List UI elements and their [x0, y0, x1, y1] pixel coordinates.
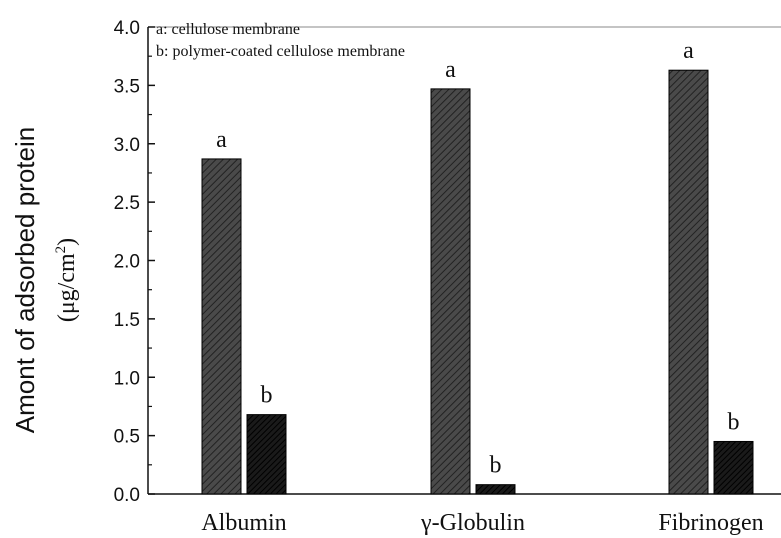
y-tick-label: 1.0 — [114, 368, 140, 389]
bar-label-a: a — [445, 57, 456, 83]
bar-a-2 — [668, 69, 709, 495]
bar-label-b: b — [490, 453, 502, 479]
legend-entry-a: a: cellulose membrane — [156, 21, 300, 38]
bar-a-1 — [430, 88, 471, 495]
bar-label-b: b — [728, 409, 740, 435]
y-tick-label: 2.0 — [114, 252, 140, 273]
y-tick-label: 4.0 — [114, 18, 140, 39]
bar-label-a: a — [683, 38, 694, 64]
bar-b-1 — [475, 484, 516, 495]
bar-a-0 — [201, 158, 242, 495]
legend: a: cellulose membrane b: polymer-coated … — [156, 21, 405, 60]
y-tick-label: 0.0 — [114, 485, 140, 506]
y-tick-label: 0.5 — [114, 427, 140, 448]
y-axis-unit-text: (μg/cm — [54, 253, 80, 322]
bar-b-0 — [246, 414, 287, 495]
bar-label-a: a — [216, 127, 227, 153]
legend-entry-b: b: polymer-coated cellulose membrane — [156, 43, 405, 60]
y-axis-title: Amont of adsorbed protein — [10, 127, 40, 433]
x-category-label: Fibrinogen — [658, 510, 763, 536]
y-tick-label: 3.5 — [114, 76, 140, 97]
y-tick-label: 2.5 — [114, 193, 140, 214]
y-axis-unit-superscript: 2 — [53, 246, 69, 254]
x-category-label: Albumin — [201, 510, 286, 536]
y-tick-label: 1.5 — [114, 310, 140, 331]
x-category-label: γ-Globulin — [420, 510, 525, 536]
y-axis-unit-close: ) — [54, 238, 80, 246]
y-tick-label: 3.0 — [114, 135, 140, 156]
y-axis-unit: (μg/cm2) — [53, 238, 80, 322]
bar-b-2 — [713, 440, 754, 495]
bar-label-b: b — [261, 383, 273, 409]
